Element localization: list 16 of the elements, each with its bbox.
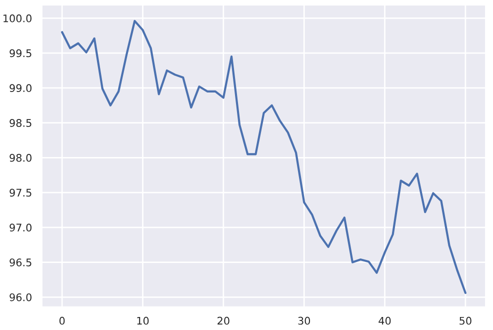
y-tick-label: 98.0 — [10, 154, 32, 162]
y-tick-label: 99.0 — [10, 84, 32, 92]
y-tick-label: 97.5 — [10, 188, 32, 197]
y-tick-label: 97.0 — [10, 224, 32, 232]
y-tick-label: 100.0 — [4, 14, 32, 22]
y-tick-label: 99.5 — [10, 49, 32, 58]
x-tick-label: 0 — [59, 316, 65, 325]
line-series — [61, 20, 466, 294]
y-tick-label: 96.5 — [10, 258, 32, 266]
x-tick-label: 20 — [218, 316, 230, 325]
x-tick-label: 10 — [137, 316, 149, 325]
x-tick-label: 50 — [460, 316, 472, 325]
y-tick-label: 96.0 — [10, 293, 32, 302]
y-tick-label: 98.5 — [10, 119, 32, 127]
x-tick-label: 40 — [378, 316, 391, 325]
x-tick-label: 30 — [298, 316, 310, 325]
